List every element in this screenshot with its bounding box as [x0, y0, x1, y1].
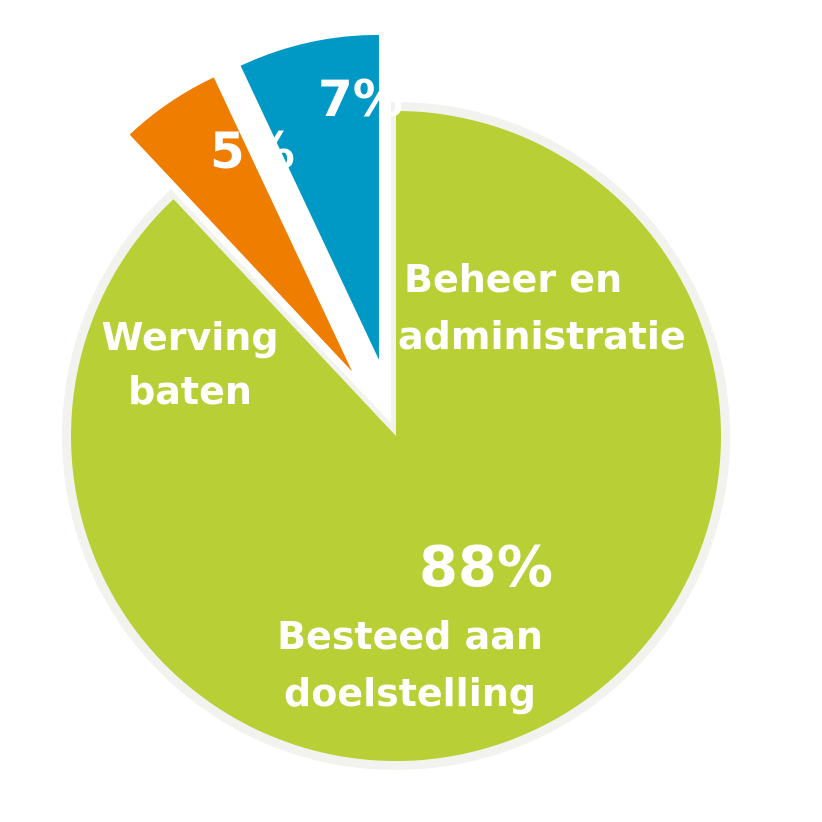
slices-group [71, 34, 722, 762]
slice-werving-baten [129, 77, 353, 372]
category-label-beheer-line2: administratie [398, 314, 686, 358]
category-label-besteed-line2: doelstelling [284, 671, 536, 715]
category-label-werving-line2: baten [128, 369, 252, 413]
category-label-beheer-line1: Beheer en [404, 257, 622, 301]
category-label-besteed-line1: Besteed aan [277, 614, 543, 658]
value-label-7: 7% [318, 70, 403, 128]
value-label-88: 88% [419, 535, 553, 600]
slice-beheer-en-administratie [240, 34, 379, 360]
halo-main [62, 101, 730, 770]
category-label-werving-line1: Werving [101, 315, 278, 359]
halo-group [62, 101, 730, 770]
value-label-5: 5% [210, 122, 295, 180]
slice-besteed-aan-doelstelling [71, 111, 722, 762]
labels-group: 7% 5% Beheer en administratie Werving ba… [101, 70, 685, 715]
